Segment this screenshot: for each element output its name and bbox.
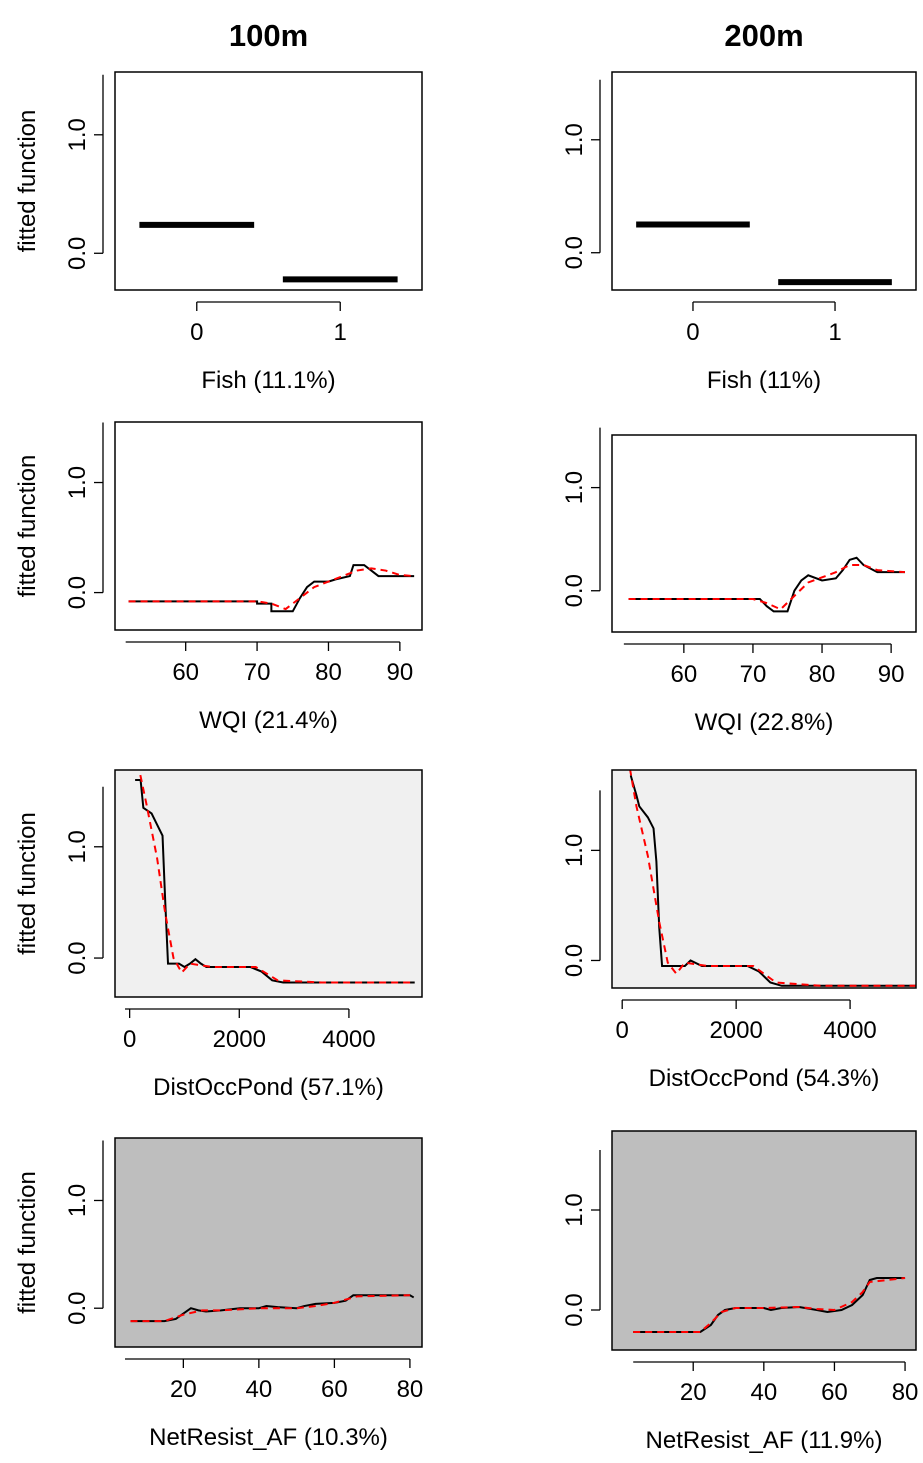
fitted-line bbox=[628, 563, 906, 611]
x-tick-label: 70 bbox=[244, 659, 271, 686]
column-title: 100m bbox=[229, 18, 308, 53]
x-tick-label: 70 bbox=[740, 661, 767, 688]
y-tick-label: 1.0 bbox=[561, 471, 588, 504]
plot-area bbox=[636, 221, 892, 286]
y-tick-label: 1.0 bbox=[561, 1193, 588, 1226]
fitted-line bbox=[629, 775, 916, 987]
y-tick-label: 0.0 bbox=[561, 1293, 588, 1326]
x-tick-label: 40 bbox=[246, 1376, 273, 1403]
panel: 200m Fish (11%) 0.0 1.0 0 1 bbox=[561, 18, 917, 394]
plot-frame bbox=[611, 71, 917, 291]
y-tick-label: 0.0 bbox=[561, 236, 588, 269]
plot-area bbox=[628, 556, 906, 613]
plot-area bbox=[629, 770, 916, 987]
plot-frame bbox=[611, 434, 917, 633]
x-axis-label: Fish (11.1%) bbox=[201, 367, 335, 394]
x-tick-label: 80 bbox=[315, 659, 342, 686]
panel: fitted function WQI (21.4%) 0.0 1.0 60 70 80 90 bbox=[14, 421, 423, 734]
y-tick-label: 1.0 bbox=[561, 834, 588, 867]
x-tick-label: 60 bbox=[821, 1379, 848, 1406]
y-tick-label: 0.0 bbox=[64, 576, 91, 609]
x-tick-label: 4000 bbox=[322, 1026, 375, 1053]
y-axis-label: fitted function bbox=[14, 110, 41, 253]
plot-background bbox=[115, 1138, 422, 1347]
plot-frame bbox=[114, 421, 423, 631]
x-axis-label: WQI (22.8%) bbox=[695, 709, 834, 736]
panel: WQI (22.8%) 0.0 1.0 60 70 80 90 bbox=[561, 427, 917, 736]
x-axis-label: Fish (11%) bbox=[707, 367, 821, 394]
panel: NetResist_AF (11.9%) 0.0 1.0 20 40 60 80 bbox=[561, 1130, 919, 1454]
x-axis-label: NetResist_AF (10.3%) bbox=[149, 1424, 388, 1451]
y-tick-label: 0.0 bbox=[561, 574, 588, 607]
plot-background bbox=[612, 72, 916, 290]
plot-frame bbox=[114, 1137, 423, 1348]
plot-area bbox=[128, 564, 415, 613]
plot-frame bbox=[611, 769, 917, 989]
y-tick-label: 1.0 bbox=[561, 123, 588, 156]
x-tick-label: 60 bbox=[172, 659, 199, 686]
plot-area bbox=[633, 1277, 906, 1333]
plot-frame bbox=[114, 769, 423, 998]
panel: DistOccPond (54.3%) 0.0 1.0 0 2000 4000 bbox=[561, 769, 917, 1092]
plot-background bbox=[115, 422, 422, 630]
x-tick-label: 80 bbox=[809, 661, 836, 688]
y-tick-label: 1.0 bbox=[64, 466, 91, 499]
x-tick-label: 1 bbox=[334, 319, 347, 346]
y-tick-label: 0.0 bbox=[64, 941, 91, 974]
x-tick-label: 90 bbox=[878, 661, 905, 688]
column-title: 200m bbox=[724, 18, 803, 53]
x-axis-label: NetResist_AF (11.9%) bbox=[646, 1427, 883, 1454]
plot-frame bbox=[611, 1130, 917, 1351]
fitted-line bbox=[628, 556, 905, 613]
fitted-line bbox=[135, 779, 415, 984]
panel: fitted function NetResist_AF (10.3%) 0.0 1.… bbox=[14, 1137, 424, 1451]
fitted-line bbox=[130, 1294, 410, 1323]
y-tick-label: 0.0 bbox=[64, 1292, 91, 1325]
fitted-line bbox=[629, 770, 916, 987]
plot-area bbox=[135, 770, 415, 984]
x-tick-label: 20 bbox=[170, 1376, 197, 1403]
x-axis-label: DistOccPond (54.3%) bbox=[649, 1065, 880, 1092]
plot-frame bbox=[114, 71, 423, 291]
y-tick-label: 0.0 bbox=[561, 944, 588, 977]
y-tick-label: 0.0 bbox=[64, 237, 91, 270]
plot-background bbox=[612, 770, 916, 988]
x-tick-label: 20 bbox=[680, 1379, 707, 1406]
plot-background bbox=[612, 1131, 916, 1350]
y-tick-label: 1.0 bbox=[64, 118, 91, 151]
x-axis-label: DistOccPond (57.1%) bbox=[153, 1074, 384, 1101]
x-tick-label: 4000 bbox=[823, 1017, 876, 1044]
plot-background bbox=[115, 72, 422, 290]
plot-background bbox=[115, 770, 422, 997]
fitted-line bbox=[130, 1294, 415, 1323]
fitted-line bbox=[128, 567, 415, 611]
x-tick-label: 60 bbox=[671, 661, 698, 688]
fitted-line bbox=[138, 770, 415, 984]
x-axis-label: WQI (21.4%) bbox=[199, 707, 338, 734]
y-tick-label: 1.0 bbox=[64, 830, 91, 863]
x-tick-label: 80 bbox=[397, 1376, 424, 1403]
x-tick-label: 0 bbox=[616, 1017, 629, 1044]
x-tick-label: 2000 bbox=[709, 1017, 762, 1044]
plot-area bbox=[130, 1294, 415, 1323]
x-tick-label: 1 bbox=[828, 319, 841, 346]
y-tick-label: 1.0 bbox=[64, 1184, 91, 1217]
plot-area bbox=[139, 221, 398, 283]
y-axis-label: fitted function bbox=[14, 1171, 41, 1314]
x-tick-label: 60 bbox=[321, 1376, 348, 1403]
fitted-line bbox=[633, 1277, 906, 1333]
x-tick-label: 2000 bbox=[213, 1026, 266, 1053]
x-tick-label: 0 bbox=[686, 319, 699, 346]
x-tick-label: 0 bbox=[190, 319, 203, 346]
y-axis-label: fitted function bbox=[14, 812, 41, 955]
panel: 100m fitted function Fish (11.1%) 0.0 1.0 0 1 bbox=[14, 18, 423, 394]
x-tick-label: 0 bbox=[123, 1026, 136, 1053]
x-tick-label: 90 bbox=[387, 659, 414, 686]
panel: fitted function DistOccPond (57.1%) 0.0 1.0… bbox=[14, 769, 423, 1101]
x-tick-label: 40 bbox=[750, 1379, 777, 1406]
y-axis-label: fitted function bbox=[14, 455, 41, 598]
x-tick-label: 80 bbox=[892, 1379, 919, 1406]
